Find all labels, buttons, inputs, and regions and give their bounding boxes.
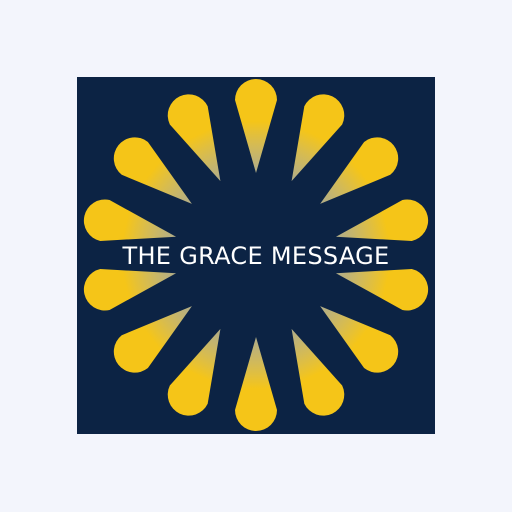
sunburst-ray [113, 137, 192, 204]
sunburst-ray [83, 199, 177, 241]
sunburst-ray [320, 137, 399, 204]
sunburst-rays [83, 79, 429, 431]
sunburst-ray [291, 328, 345, 416]
logo-tile: THE GRACE MESSAGE [77, 77, 435, 434]
sunburst-ray [335, 269, 429, 311]
sunburst-ray [113, 306, 192, 373]
sunburst-icon [83, 79, 429, 431]
sunburst-ray [235, 79, 277, 173]
sunburst-ray [291, 94, 345, 182]
sunburst-ray [320, 306, 399, 373]
sunburst-ray [167, 328, 221, 416]
sunburst-ray [335, 199, 429, 241]
logo-title: THE GRACE MESSAGE [122, 242, 390, 270]
sunburst-ray [167, 94, 221, 182]
sunburst-ray [83, 269, 177, 311]
sunburst-ray [235, 337, 277, 431]
